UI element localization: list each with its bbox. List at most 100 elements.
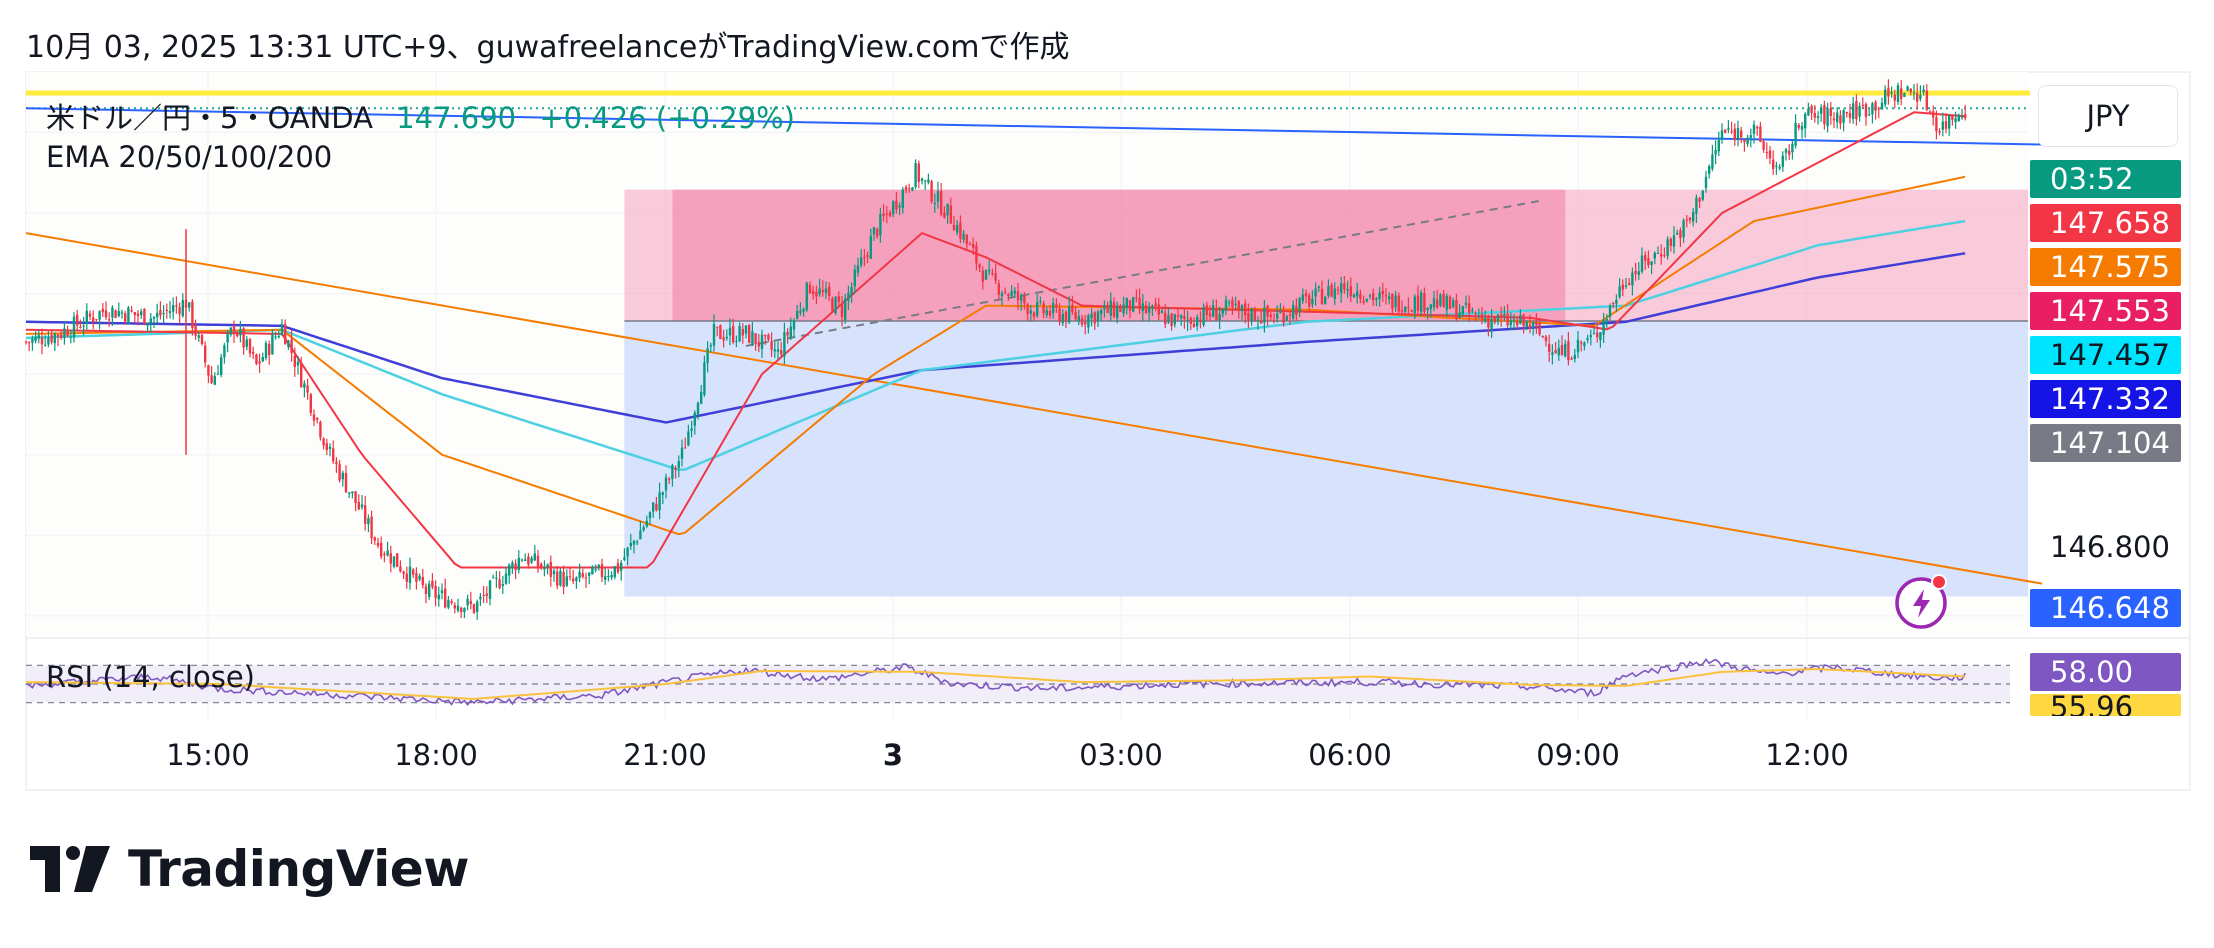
candle — [648, 511, 652, 525]
rsi-line — [25, 658, 1966, 706]
candle — [1893, 89, 1896, 109]
candle — [613, 565, 616, 580]
candle — [1816, 111, 1820, 125]
rsi-value-tag: 58.00 — [2030, 653, 2181, 691]
candle — [677, 455, 680, 478]
currency-button[interactable]: JPY — [2038, 85, 2178, 147]
candle — [76, 310, 79, 330]
candle — [892, 200, 895, 218]
candle — [1612, 301, 1615, 309]
candle — [1080, 315, 1084, 327]
candle — [1698, 196, 1701, 209]
candle — [92, 310, 95, 330]
candle — [168, 301, 172, 319]
lightning-alert-icon[interactable] — [1893, 572, 1951, 630]
candle — [703, 355, 706, 397]
candle — [1858, 102, 1861, 122]
candle — [223, 342, 226, 364]
candle — [940, 182, 943, 217]
candle — [626, 546, 629, 566]
candle — [1634, 262, 1637, 281]
candle — [1468, 295, 1471, 322]
candle — [1304, 289, 1308, 304]
candle — [936, 181, 940, 209]
candle — [1644, 251, 1647, 270]
indicator-legend[interactable]: EMA 20/50/100/200 — [46, 140, 333, 174]
candle — [1407, 297, 1410, 314]
candle — [1964, 104, 1967, 121]
candle — [412, 568, 415, 578]
candle — [1160, 308, 1164, 314]
candle — [1797, 123, 1800, 131]
price-tag: 147.457 — [2030, 336, 2181, 374]
candle — [680, 439, 684, 467]
candle — [421, 569, 424, 589]
candle — [1922, 85, 1925, 96]
candle — [415, 567, 418, 590]
candle — [204, 341, 207, 368]
candle — [152, 315, 156, 328]
symbol-name[interactable]: 米ドル／円・5・OANDA — [46, 101, 373, 135]
candle — [1772, 150, 1775, 175]
candle — [232, 320, 236, 343]
candle — [1205, 301, 1208, 321]
candle — [764, 334, 767, 345]
candle — [1743, 138, 1746, 152]
candle — [101, 303, 104, 317]
footer-brand[interactable]: TradingView — [30, 840, 469, 898]
candle — [1170, 313, 1173, 331]
candle — [191, 299, 194, 336]
candle — [1074, 305, 1077, 322]
candle — [194, 319, 197, 340]
candle — [1855, 94, 1858, 126]
candle — [444, 578, 447, 609]
candle — [108, 312, 111, 327]
symbol-legend[interactable]: 米ドル／円・5・OANDA 147.690 +0.426 (+0.29%) — [46, 95, 795, 137]
candle — [991, 268, 994, 277]
candle — [700, 385, 703, 405]
candle — [1564, 339, 1567, 358]
candle — [360, 495, 364, 510]
candle — [1496, 313, 1500, 326]
candle — [1960, 108, 1964, 120]
candle — [1157, 297, 1160, 320]
candle — [1848, 103, 1852, 124]
candle — [1576, 331, 1580, 358]
candle — [255, 353, 258, 366]
candle — [1288, 312, 1292, 325]
candle — [1532, 321, 1535, 336]
rsi-legend[interactable]: RSI (14, close) — [46, 660, 255, 694]
ema200-line — [25, 252, 1966, 424]
candle — [876, 227, 879, 239]
candle — [28, 341, 31, 352]
candle — [1580, 340, 1583, 352]
candle — [511, 560, 514, 574]
candle — [37, 329, 40, 344]
time-tick-label: 06:00 — [1308, 738, 1392, 772]
candle — [1455, 293, 1458, 322]
candle — [658, 482, 661, 520]
candle — [1004, 287, 1007, 295]
candle — [1528, 314, 1532, 334]
candle — [261, 352, 264, 363]
candle — [1048, 305, 1052, 319]
candle — [1714, 140, 1717, 165]
candle — [1378, 286, 1381, 307]
candle — [1026, 302, 1029, 321]
candle — [1586, 334, 1589, 344]
candle — [1605, 314, 1608, 328]
candle — [1365, 298, 1368, 303]
candle — [725, 329, 728, 341]
candle — [527, 553, 530, 569]
candle — [1375, 297, 1378, 307]
ema50-line — [25, 175, 1966, 536]
candle — [1756, 125, 1759, 136]
candle — [565, 569, 568, 588]
candle — [1237, 299, 1240, 319]
candle — [1624, 277, 1628, 289]
candle — [840, 295, 844, 327]
candle — [623, 548, 626, 562]
candle — [1032, 311, 1036, 322]
candle — [610, 571, 613, 581]
